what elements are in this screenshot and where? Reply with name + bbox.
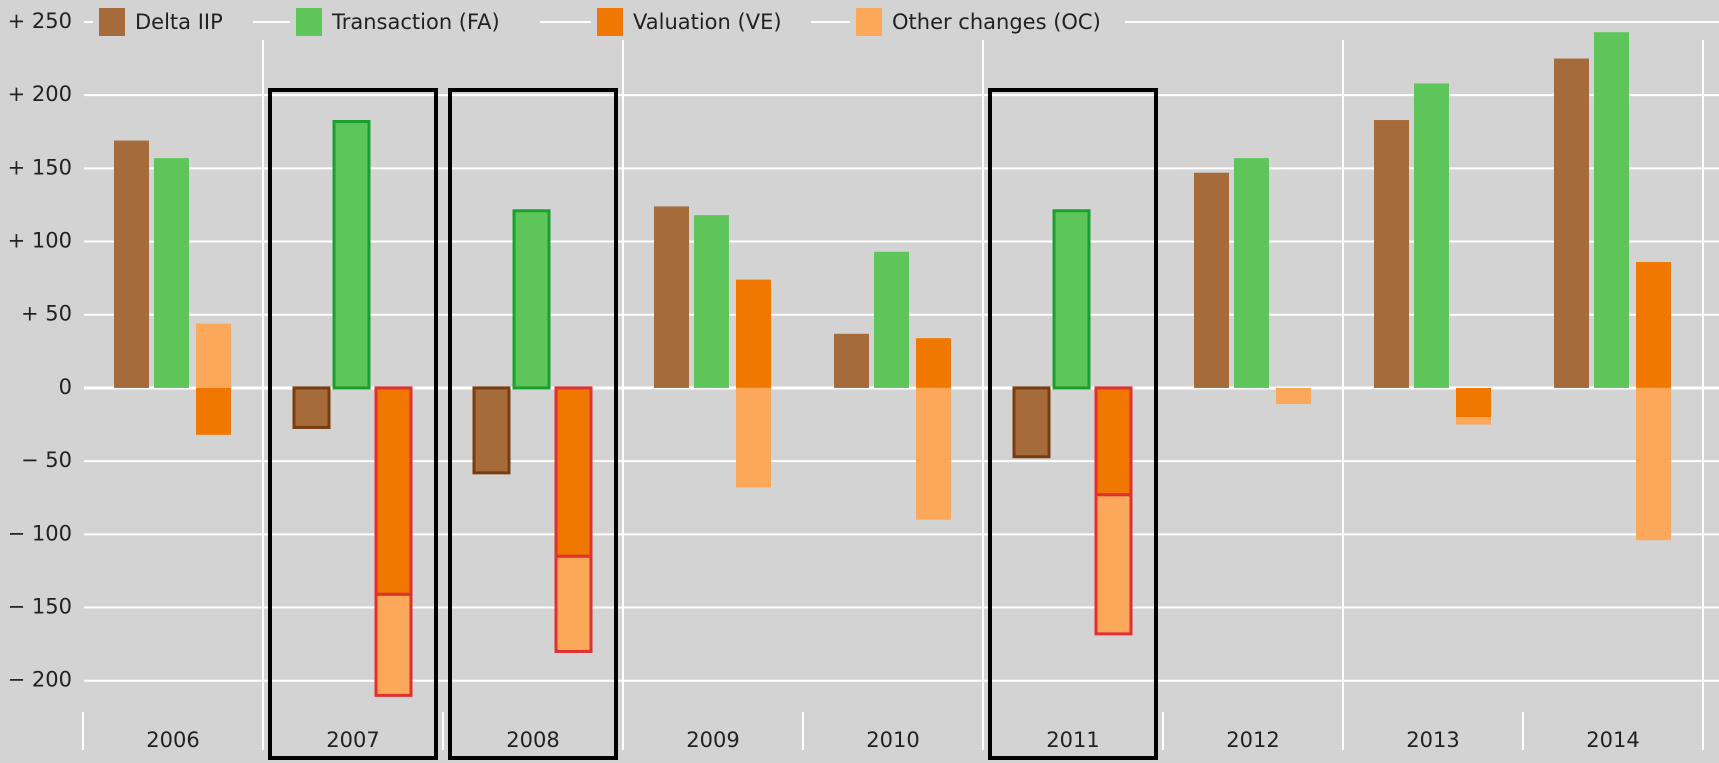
bar bbox=[196, 387, 231, 435]
legend-label: Valuation (VE) bbox=[633, 10, 782, 34]
y-tick-label: − 100 bbox=[8, 521, 72, 545]
bar bbox=[694, 215, 729, 388]
bar bbox=[916, 387, 951, 520]
y-tick-label: + 200 bbox=[8, 82, 72, 106]
x-tick-label: 2009 bbox=[686, 728, 739, 752]
bar bbox=[292, 386, 331, 429]
highlight-box bbox=[448, 88, 618, 760]
bar bbox=[834, 333, 869, 388]
bar bbox=[114, 140, 149, 388]
legend-swatch bbox=[856, 8, 882, 36]
bar bbox=[1636, 262, 1671, 388]
bar bbox=[1554, 58, 1589, 388]
y-tick-label: − 150 bbox=[8, 595, 72, 619]
bar bbox=[1636, 387, 1671, 541]
legend-swatch bbox=[296, 8, 322, 36]
legend-background bbox=[591, 6, 811, 38]
bar bbox=[512, 209, 551, 390]
legend-swatch bbox=[597, 8, 623, 36]
bar bbox=[736, 387, 771, 488]
legend-swatch bbox=[99, 8, 125, 36]
bar bbox=[1234, 158, 1269, 388]
bar bbox=[472, 386, 511, 475]
x-tick-label: 2014 bbox=[1586, 728, 1639, 752]
y-tick-label: − 200 bbox=[8, 668, 72, 692]
x-tick-label: 2010 bbox=[866, 728, 919, 752]
x-tick-label: 2013 bbox=[1406, 728, 1459, 752]
legend-label: Transaction (FA) bbox=[331, 10, 500, 34]
y-tick-label: + 150 bbox=[8, 155, 72, 179]
y-tick-label: + 50 bbox=[21, 302, 72, 326]
bar bbox=[916, 338, 951, 388]
highlight-box bbox=[988, 88, 1158, 760]
bar bbox=[736, 279, 771, 388]
bar bbox=[332, 120, 371, 390]
highlight-box bbox=[268, 88, 438, 760]
bar bbox=[1012, 386, 1051, 459]
bar bbox=[1194, 172, 1229, 388]
x-tick-label: 2012 bbox=[1226, 728, 1279, 752]
legend-label: Delta IIP bbox=[135, 10, 223, 34]
x-tick-label: 2006 bbox=[146, 728, 199, 752]
y-tick-label: 0 bbox=[59, 375, 72, 399]
y-tick-label: + 250 bbox=[8, 9, 72, 33]
y-tick-label: + 100 bbox=[8, 229, 72, 253]
bar bbox=[1414, 83, 1449, 388]
bar bbox=[654, 206, 689, 388]
legend-background bbox=[850, 6, 1125, 38]
bar bbox=[1094, 493, 1133, 636]
bar bbox=[1456, 417, 1491, 425]
bar bbox=[1276, 387, 1311, 405]
bar bbox=[554, 386, 593, 558]
bar bbox=[1374, 120, 1409, 388]
bar bbox=[554, 554, 593, 653]
bar bbox=[1456, 387, 1491, 418]
legend-background bbox=[290, 6, 540, 38]
bar bbox=[874, 251, 909, 388]
bar bbox=[374, 592, 413, 697]
bar bbox=[1594, 32, 1629, 388]
bar bbox=[1052, 209, 1091, 390]
bar bbox=[374, 386, 413, 596]
bar bbox=[154, 158, 189, 388]
bar bbox=[1094, 386, 1133, 497]
y-tick-label: − 50 bbox=[21, 448, 72, 472]
legend-label: Other changes (OC) bbox=[892, 10, 1101, 34]
x-tick-label: 2011 bbox=[1046, 728, 1099, 752]
x-tick-label: 2007 bbox=[326, 728, 379, 752]
x-tick-label: 2008 bbox=[506, 728, 559, 752]
bar bbox=[196, 323, 231, 388]
